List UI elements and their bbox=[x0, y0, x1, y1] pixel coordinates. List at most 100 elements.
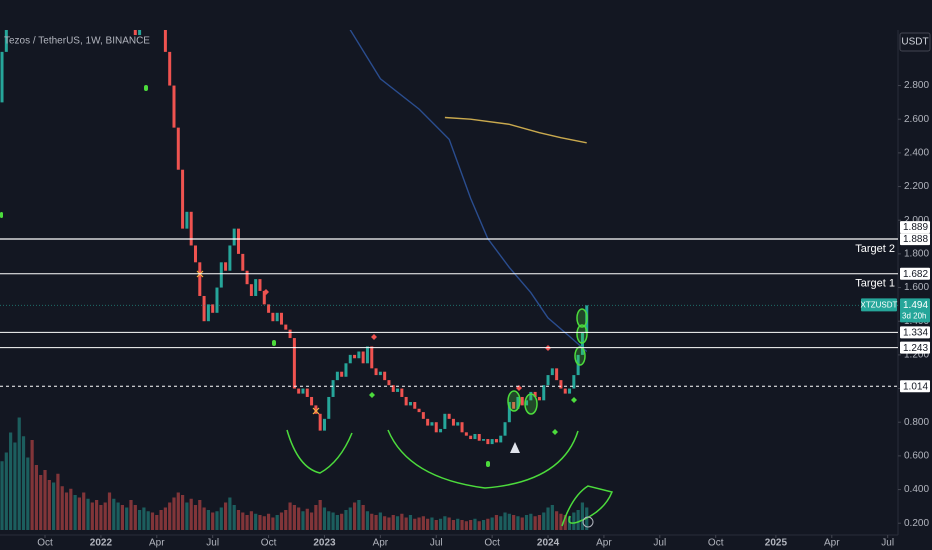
candle-body bbox=[361, 351, 365, 364]
volume-bar bbox=[567, 516, 572, 530]
volume-bar bbox=[451, 520, 456, 530]
candle-body bbox=[4, 30, 8, 52]
volume-bar bbox=[4, 452, 8, 530]
volume-bar bbox=[193, 505, 198, 530]
level-label-box bbox=[900, 326, 930, 339]
symbol-label: XTZUSDT bbox=[861, 301, 898, 310]
candle-body bbox=[267, 304, 271, 313]
volume-bar bbox=[352, 502, 357, 530]
target-label: Target 2 bbox=[855, 243, 895, 255]
candle-body bbox=[249, 284, 253, 296]
candle-body bbox=[512, 402, 516, 409]
y-tick-label: 2.000 bbox=[904, 215, 929, 226]
volume-bar bbox=[275, 515, 279, 530]
x-tick-label: 2022 bbox=[90, 538, 113, 549]
volume-bar bbox=[241, 512, 245, 530]
y-tick-label: 1.800 bbox=[904, 249, 929, 260]
volume-bar bbox=[77, 497, 82, 530]
volume-bar bbox=[284, 510, 288, 530]
candle-body bbox=[559, 380, 563, 389]
volume-bar bbox=[391, 515, 395, 530]
volume-bar bbox=[159, 510, 163, 530]
candle-body bbox=[391, 385, 395, 392]
volume-bar bbox=[142, 507, 146, 530]
volume-bar bbox=[249, 511, 253, 530]
signal-marker bbox=[144, 85, 148, 91]
x-tick-label: Oct bbox=[708, 538, 724, 549]
volume-bar bbox=[189, 498, 193, 530]
last-price-label: 1.494 bbox=[903, 300, 928, 311]
candle-body bbox=[331, 380, 335, 397]
volume-bar bbox=[163, 507, 167, 530]
volume-bar bbox=[443, 516, 447, 530]
volume-bar bbox=[327, 511, 331, 530]
candle-body bbox=[185, 211, 189, 229]
y-tick-label: 1.600 bbox=[904, 282, 929, 293]
currency-box[interactable] bbox=[899, 32, 931, 52]
volume-bar bbox=[550, 505, 554, 530]
volume-bar bbox=[417, 517, 421, 530]
volume-bar bbox=[30, 440, 34, 530]
candle-body bbox=[206, 304, 210, 322]
level-label: 1.889 bbox=[903, 222, 928, 233]
candle-body bbox=[387, 380, 391, 386]
candle-body bbox=[374, 368, 378, 376]
diamond-marker bbox=[552, 429, 558, 435]
candle-body bbox=[494, 439, 498, 443]
candle-body bbox=[163, 30, 167, 52]
volume-bar bbox=[82, 492, 86, 530]
volume-bar bbox=[69, 488, 73, 530]
symbol-box bbox=[861, 298, 897, 312]
candle-body bbox=[305, 388, 309, 397]
volume-bar bbox=[107, 492, 112, 530]
volume-bar bbox=[580, 502, 585, 530]
candle-body bbox=[550, 368, 554, 376]
candle-body bbox=[271, 312, 275, 322]
volume-bar bbox=[524, 515, 529, 530]
candle-body bbox=[426, 418, 430, 426]
level-label-box bbox=[900, 341, 930, 354]
triangle-marker bbox=[510, 442, 520, 453]
currency-label[interactable]: USDT bbox=[901, 37, 928, 48]
candle-body bbox=[568, 388, 572, 394]
candle-body bbox=[189, 211, 193, 246]
candle-body bbox=[314, 405, 318, 414]
volume-bar bbox=[563, 515, 567, 530]
x-tick-label: 2023 bbox=[313, 538, 336, 549]
candle-body bbox=[421, 412, 425, 419]
volume-bar bbox=[288, 502, 292, 530]
x-tick-label: Oct bbox=[484, 538, 500, 549]
candle-body bbox=[525, 400, 529, 406]
volume-bar bbox=[348, 507, 352, 530]
candle-body bbox=[340, 371, 344, 377]
y-tick-label: 2.400 bbox=[904, 148, 929, 159]
volume-bar bbox=[43, 470, 47, 530]
highlight-circle bbox=[576, 308, 588, 328]
volume-bar bbox=[318, 500, 322, 530]
candle-body bbox=[486, 439, 490, 445]
x-tick-label: Apr bbox=[824, 538, 840, 549]
candle-body bbox=[181, 169, 185, 229]
candle-body bbox=[460, 422, 464, 433]
candle-body bbox=[572, 375, 576, 389]
candle-body bbox=[262, 290, 266, 305]
candle-body bbox=[275, 312, 279, 322]
candle-body bbox=[417, 408, 421, 413]
candle-body bbox=[301, 388, 305, 394]
volume-bar bbox=[26, 457, 30, 530]
volume-bar bbox=[52, 482, 56, 530]
volume-bar bbox=[176, 492, 180, 530]
volume-bar bbox=[262, 516, 266, 530]
volume-bar bbox=[387, 517, 391, 530]
x-tick-label: Apr bbox=[373, 538, 389, 549]
candle-body bbox=[469, 435, 473, 440]
volume-bar bbox=[266, 513, 271, 530]
level-label-box bbox=[900, 233, 930, 246]
volume-bar bbox=[185, 502, 189, 530]
candle-body bbox=[533, 391, 537, 397]
highlight-circle bbox=[574, 346, 586, 366]
cross-marker bbox=[312, 407, 320, 415]
volume-bar bbox=[481, 520, 486, 530]
candle-body bbox=[318, 413, 322, 431]
candle-body bbox=[456, 422, 460, 426]
